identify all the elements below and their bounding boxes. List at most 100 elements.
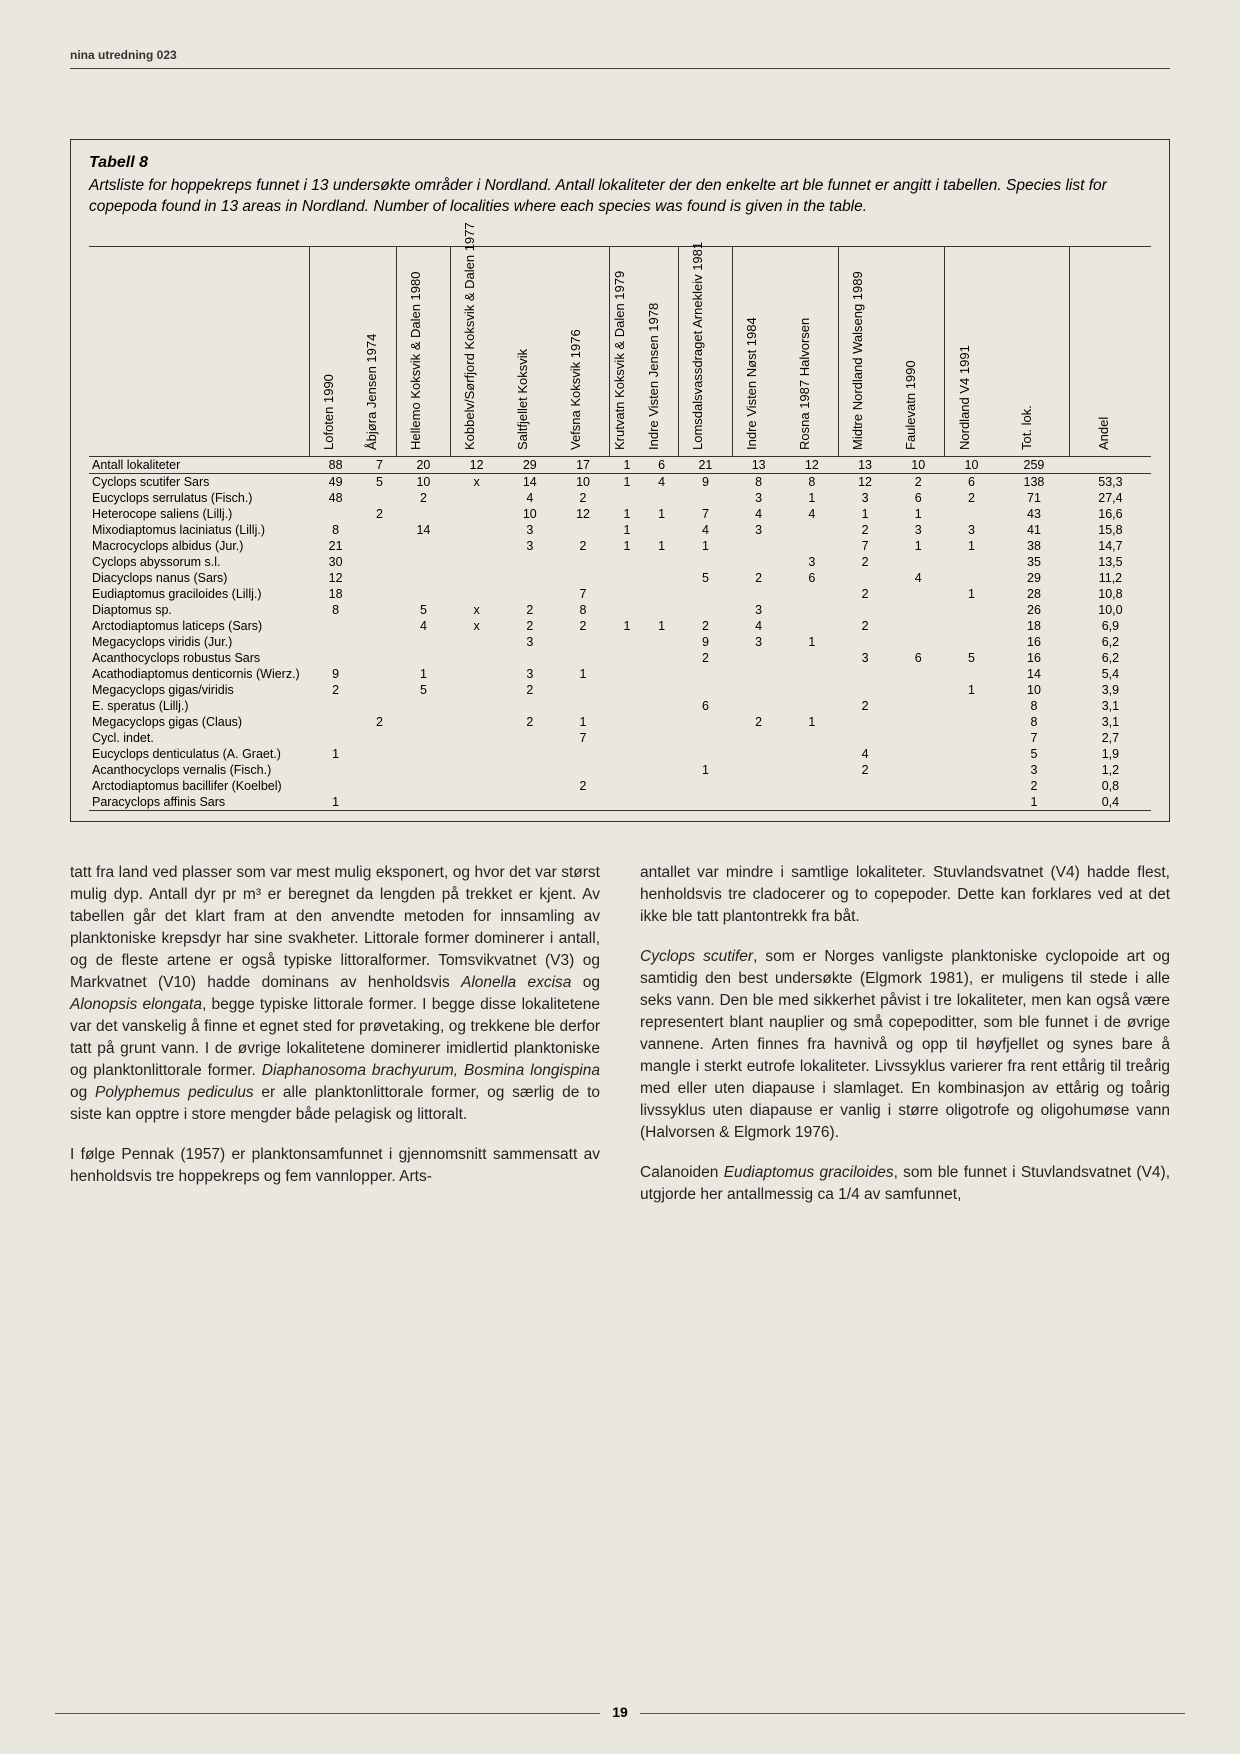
cell: 2 [679,618,732,634]
cell: 14 [397,522,450,538]
table-row: Acathodiaptomus denticornis (Wierz.)9131… [89,666,1151,682]
cell [785,538,838,554]
cell: 8 [998,714,1070,730]
column-header: Tot. lok. [998,246,1070,456]
column-header: Nordland V4 1991 [945,246,998,456]
cell: 5 [362,473,397,490]
cell [732,538,785,554]
cell [503,794,556,811]
cell: 2 [732,714,785,730]
cell [644,602,679,618]
cell: 4 [892,570,945,586]
cell [309,634,362,650]
cell: 2 [556,618,609,634]
cell: 2 [732,570,785,586]
cell [945,618,998,634]
cell [679,746,732,762]
cell [610,698,645,714]
cell [679,554,732,570]
cell [644,714,679,730]
cell [503,698,556,714]
column-header: Kobbelv/Sørfjord Koksvik & Dalen 1977 [450,246,503,456]
cell [945,554,998,570]
cell [732,730,785,746]
cell: 4 [503,490,556,506]
cell [945,570,998,586]
cell [556,698,609,714]
cell: x [450,618,503,634]
cell: 1 [785,634,838,650]
cell [892,794,945,811]
cell: 71 [998,490,1070,506]
cell: 3,1 [1070,698,1151,714]
cell: 6,9 [1070,618,1151,634]
table-row: Cyclops abyssorum s.l.30323513,5 [89,554,1151,570]
cell: 7 [679,506,732,522]
cell: 6 [892,650,945,666]
cell: 21 [679,456,732,473]
cell: 3 [892,522,945,538]
cell [1070,456,1151,473]
cell: 48 [309,490,362,506]
cell [785,762,838,778]
cell [945,714,998,730]
cell: 12 [785,456,838,473]
running-head: nina utredning 023 [70,48,1170,62]
cell: 1,2 [1070,762,1151,778]
cell: 8 [998,698,1070,714]
cell [503,730,556,746]
cell: 1 [309,794,362,811]
cell: 3 [998,762,1070,778]
paragraph: Calanoiden Eudiaptomus graciloides, som … [640,1162,1170,1206]
cell: 14 [503,473,556,490]
cell [556,794,609,811]
cell: 5 [945,650,998,666]
cell [732,698,785,714]
cell [397,506,450,522]
cell [556,522,609,538]
cell [679,586,732,602]
cell [450,698,503,714]
cell [945,778,998,794]
cell [679,778,732,794]
species-name: Megacyclops gigas/viridis [89,682,309,698]
cell [556,762,609,778]
cell [892,778,945,794]
cell [644,746,679,762]
cell [679,682,732,698]
cell: 1 [610,473,645,490]
cell: 2 [838,522,891,538]
cell [785,586,838,602]
table-row: Acanthocyclops vernalis (Fisch.)1231,2 [89,762,1151,778]
cell: 3 [838,490,891,506]
cell [503,554,556,570]
cell [362,554,397,570]
species-name: Paracyclops affinis Sars [89,794,309,811]
cell [503,746,556,762]
cell [503,650,556,666]
column-header: Indre Visten Jensen 1978 [644,246,679,456]
cell [785,746,838,762]
cell [503,762,556,778]
cell [892,586,945,602]
cell [838,682,891,698]
cell [945,634,998,650]
cell: 43 [998,506,1070,522]
cell: 8 [785,473,838,490]
cell [610,714,645,730]
table-row: Arctodiaptomus bacillifer (Koelbel)220,8 [89,778,1151,794]
column-header: Indre Visten Nøst 1984 [732,246,785,456]
cell: 3,9 [1070,682,1151,698]
species-name: Megacyclops gigas (Claus) [89,714,309,730]
table-row: Megacyclops viridis (Jur.)3931166,2 [89,634,1151,650]
cell: 18 [309,586,362,602]
cell [892,746,945,762]
cell [644,650,679,666]
cell: 13 [838,456,891,473]
cell: 2 [503,682,556,698]
cell [397,762,450,778]
cell [945,698,998,714]
cell [362,586,397,602]
species-table: Lofoten 1990Åbjøra Jensen 1974Hellemo Ko… [89,246,1151,811]
cell [556,554,609,570]
